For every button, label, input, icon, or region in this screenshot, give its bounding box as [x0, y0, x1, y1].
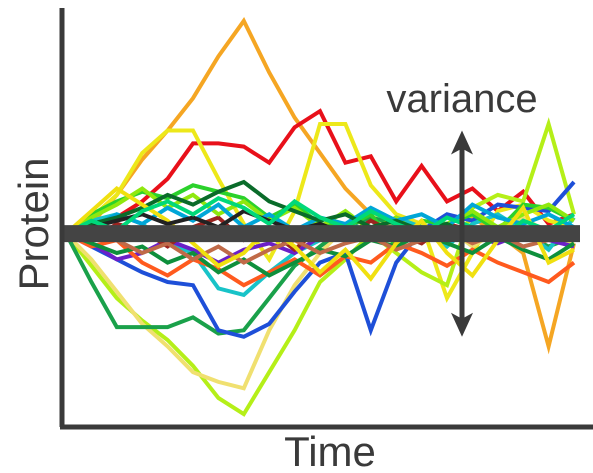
series-line-1: [65, 17, 576, 355]
y-axis-label: Protein: [10, 157, 57, 290]
series-line-7: [65, 180, 576, 339]
series-line-12: [65, 231, 576, 288]
variance-arrow-head-up: [451, 130, 473, 155]
variance-arrow: [451, 130, 473, 337]
x-axis-label: Time: [284, 428, 376, 473]
variance-annotation: variance: [386, 77, 537, 121]
variance-arrow-head-down: [451, 312, 473, 337]
series-line-4: [64, 117, 576, 417]
